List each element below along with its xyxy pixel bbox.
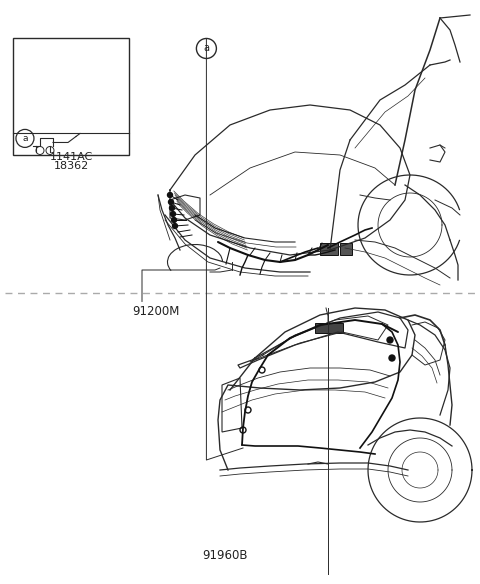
Text: 91200M: 91200M: [132, 305, 180, 318]
Text: a: a: [204, 43, 209, 54]
Circle shape: [168, 193, 172, 197]
Text: 91960B: 91960B: [202, 550, 247, 562]
Text: 18362: 18362: [53, 161, 89, 172]
Circle shape: [172, 224, 178, 228]
Bar: [340, 243, 352, 255]
Text: 1141AC: 1141AC: [49, 151, 93, 162]
Bar: [320, 243, 338, 255]
Circle shape: [387, 337, 393, 343]
Circle shape: [171, 217, 177, 223]
Circle shape: [170, 211, 176, 217]
Text: a: a: [22, 134, 28, 143]
Bar: [13, 38, 129, 155]
Circle shape: [168, 200, 173, 204]
Circle shape: [389, 355, 395, 361]
Circle shape: [169, 206, 175, 210]
Bar: [315, 323, 343, 333]
